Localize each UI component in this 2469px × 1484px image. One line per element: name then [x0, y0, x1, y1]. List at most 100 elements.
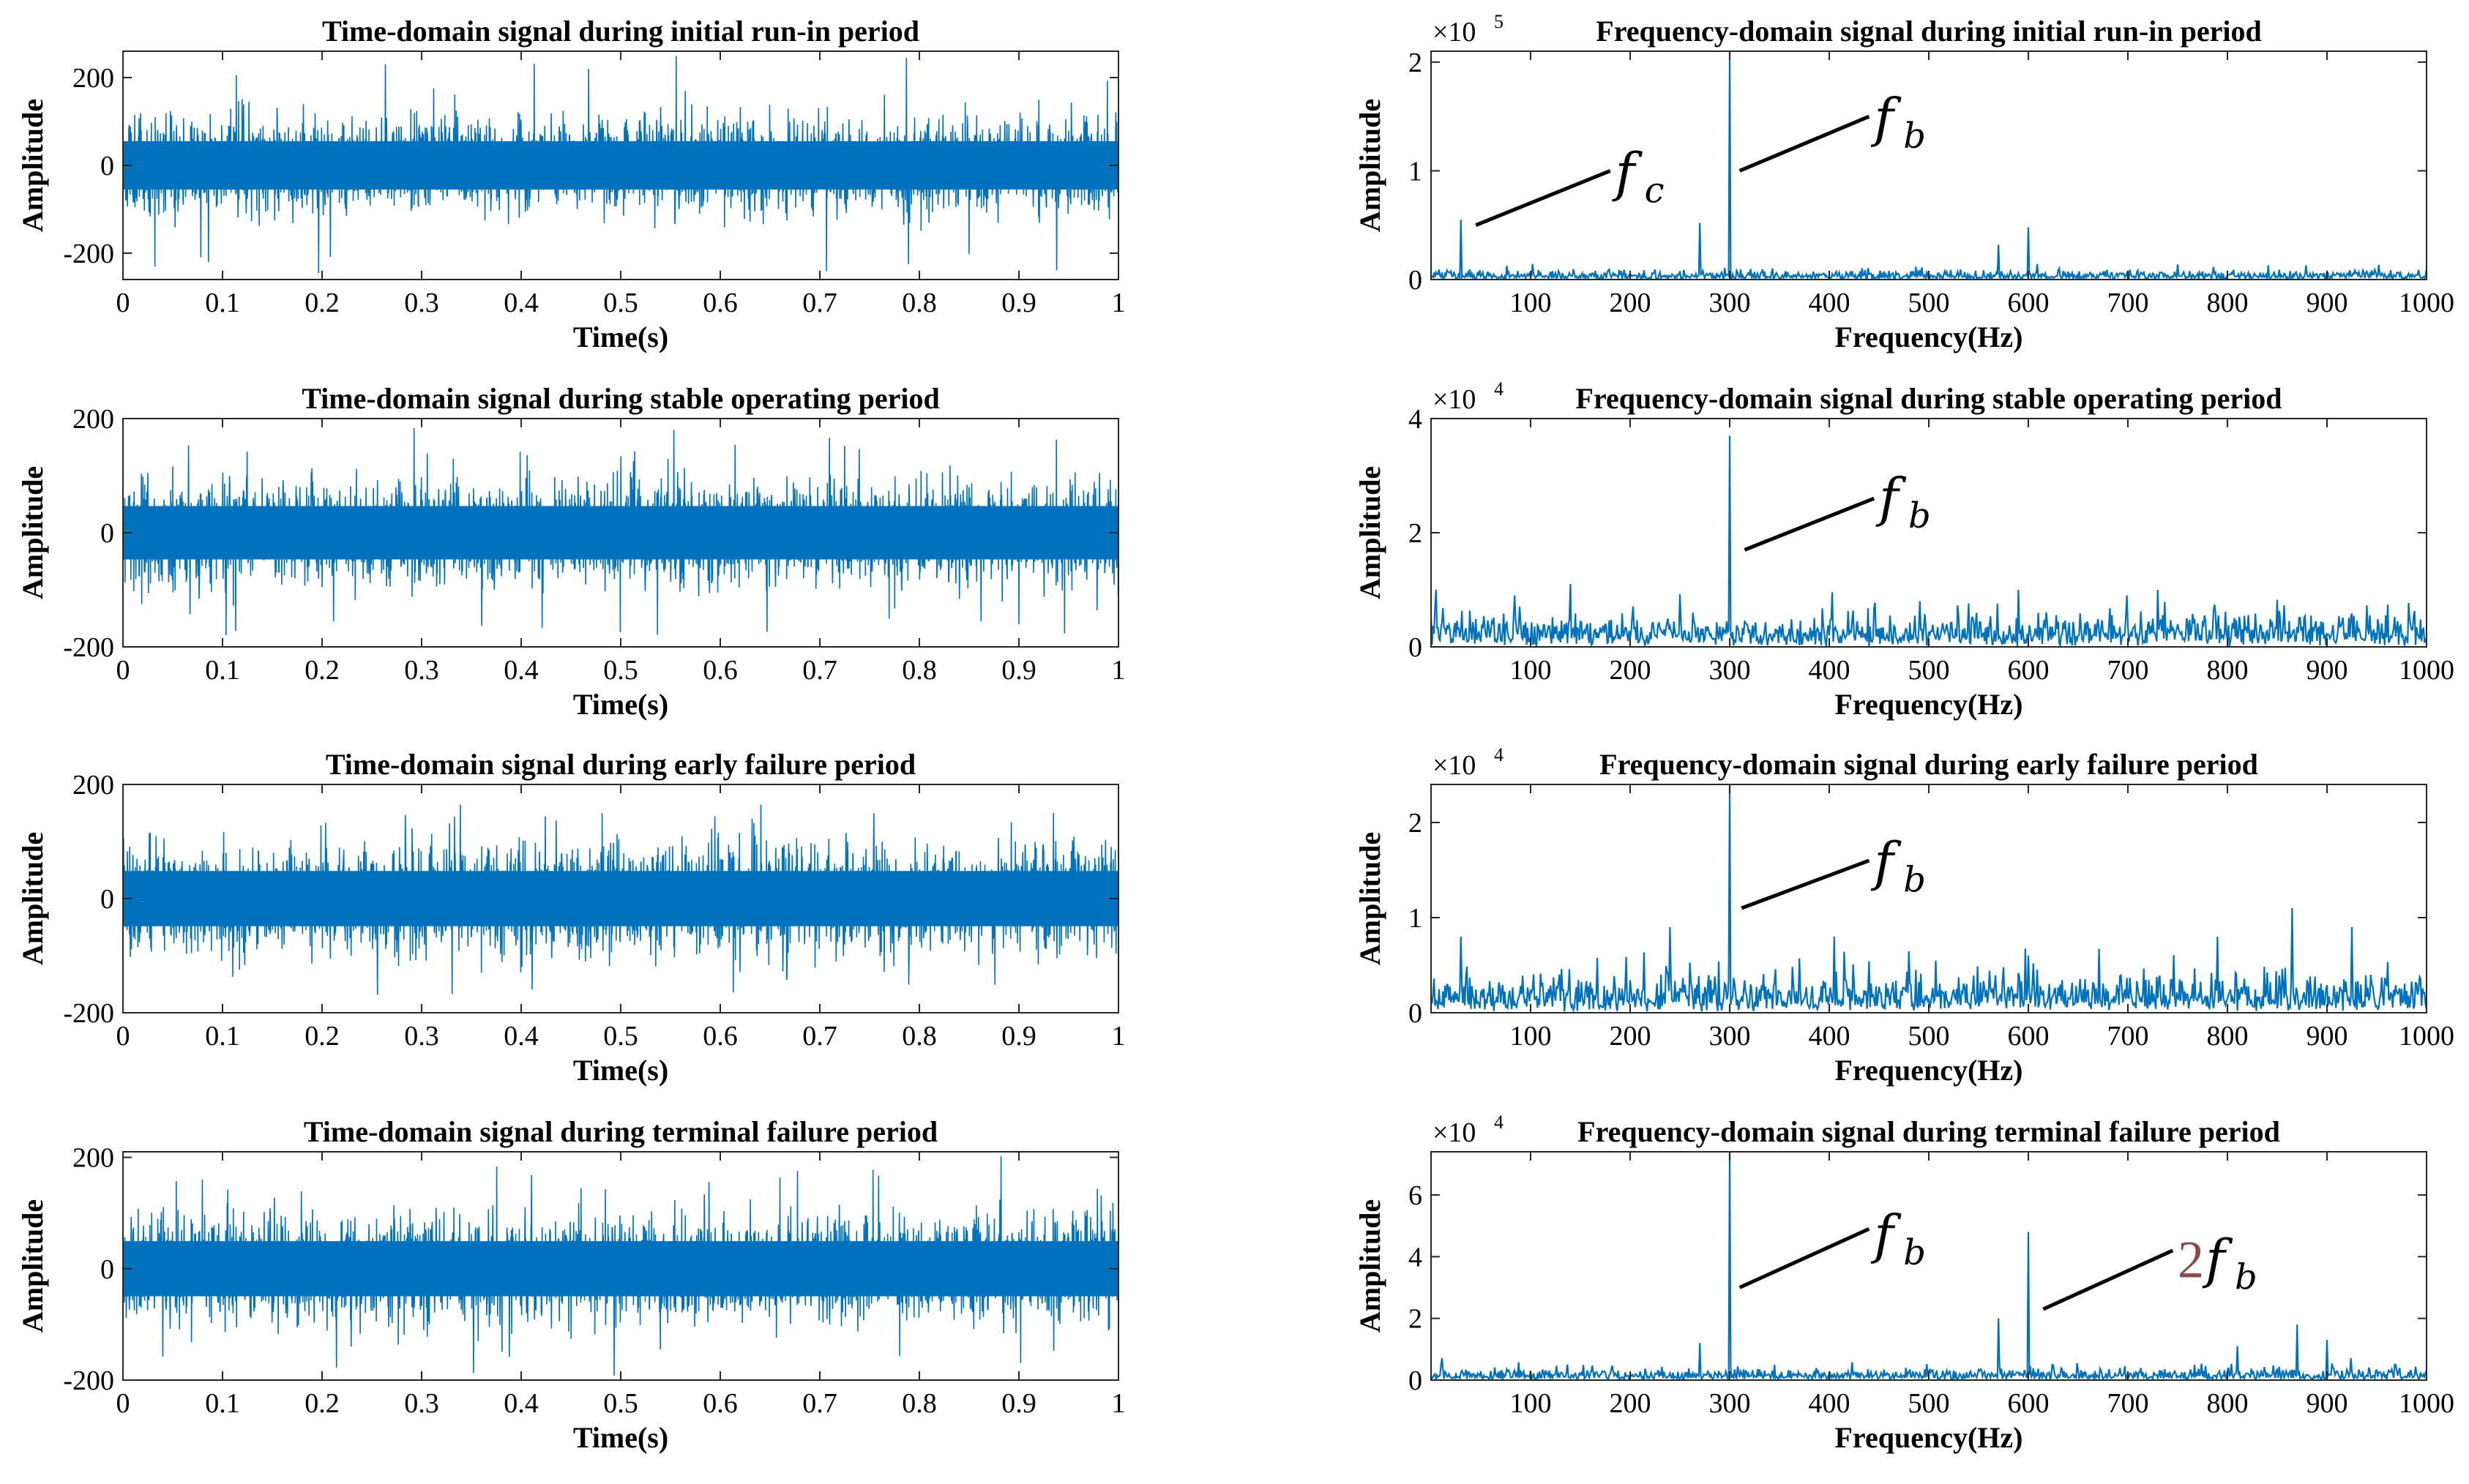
y-tick-label: -200: [63, 998, 114, 1029]
x-tick-label: 400: [1809, 1388, 1850, 1419]
y-multiplier: ×10: [1433, 1117, 1476, 1148]
x-tick-label: 500: [1908, 655, 1950, 686]
x-tick-label: 400: [1809, 288, 1850, 318]
x-tick-label: 0.6: [703, 1388, 738, 1419]
x-tick-label: 200: [1610, 655, 1651, 686]
x-tick-label: 0.2: [305, 1388, 340, 1419]
panel-1: Time-domain signal during initial run-in…: [16, 15, 1126, 353]
annotation-subscript: b: [1903, 116, 1926, 157]
x-axis-label: Time(s): [573, 321, 668, 353]
x-tick-label: 300: [1709, 655, 1751, 686]
annotation-pointer-line: [1741, 858, 1870, 910]
x-tick-label: 800: [2207, 1021, 2249, 1052]
x-tick-label: 1000: [2399, 655, 2454, 686]
x-tick-label: 100: [1510, 288, 1552, 318]
x-tick-label: 0.5: [603, 1388, 638, 1419]
y-tick-label: 0: [1408, 1365, 1422, 1396]
panel-8: Frequency-domain signal during terminal …: [1353, 1112, 2454, 1454]
y-tick-label: 0: [1408, 998, 1422, 1029]
annotation-subscript: b: [1903, 860, 1926, 901]
x-tick-label: 400: [1809, 1021, 1850, 1052]
y-tick-label: 200: [72, 404, 114, 435]
annotation-symbol: f: [2202, 1229, 2233, 1290]
chart-title: Time-domain signal during terminal failu…: [304, 1115, 938, 1148]
annotation-subscript: c: [1645, 170, 1665, 211]
x-tick-label: 200: [1610, 1021, 1651, 1052]
x-tick-label: 0.8: [902, 1388, 937, 1419]
panel-5: Time-domain signal during early failure …: [16, 748, 1126, 1087]
x-tick-label: 0.1: [205, 655, 240, 686]
x-tick-label: 0.4: [504, 1021, 539, 1052]
x-tick-label: 0.7: [802, 1388, 837, 1419]
y-tick-label: 0: [100, 518, 114, 549]
x-tick-label: 700: [2107, 1021, 2149, 1052]
annotation-symbol: f: [1870, 1204, 1902, 1265]
x-tick-label: 0.5: [603, 288, 638, 318]
x-axis-label: Frequency(Hz): [1835, 321, 2023, 353]
x-tick-label: 800: [2207, 655, 2249, 686]
annotation-pointer-line: [1738, 114, 1870, 173]
x-tick-label: 0.8: [902, 1021, 937, 1052]
x-axis-label: Time(s): [573, 688, 668, 721]
annotation-pointer-line: [1744, 496, 1875, 552]
x-tick-label: 0.2: [305, 1021, 340, 1052]
y-tick-label: -200: [63, 1365, 114, 1396]
x-tick-label: 0.9: [1001, 1388, 1036, 1419]
x-tick-label: 200: [1610, 1388, 1651, 1419]
x-tick-label: 100: [1510, 655, 1552, 686]
x-tick-label: 0.3: [404, 655, 439, 686]
x-tick-label: 0.6: [703, 1021, 738, 1052]
x-tick-label: 1: [1112, 1388, 1126, 1419]
y-tick-label: 2: [1408, 518, 1422, 549]
y-multiplier-exponent: 4: [1494, 744, 1504, 765]
annotation-symbol: f: [1612, 141, 1643, 203]
y-multiplier-exponent: 4: [1494, 378, 1504, 400]
y-tick-label: 200: [72, 1143, 114, 1174]
x-tick-label: 0.3: [404, 1021, 439, 1052]
annotation-prefix: 2: [2178, 1231, 2204, 1289]
chart-title: Frequency-domain signal during stable op…: [1576, 382, 2282, 415]
x-tick-label: 900: [2306, 1388, 2348, 1419]
x-tick-label: 1: [1112, 1021, 1126, 1052]
chart-title: Time-domain signal during stable operati…: [302, 382, 940, 415]
x-tick-label: 1: [1112, 655, 1126, 686]
y-multiplier: ×10: [1433, 750, 1476, 781]
y-tick-label: 4: [1408, 404, 1422, 435]
x-tick-label: 600: [2008, 655, 2050, 686]
x-axis-label: Frequency(Hz): [1835, 1054, 2023, 1087]
x-tick-label: 0: [116, 1388, 130, 1419]
x-tick-label: 300: [1709, 1021, 1751, 1052]
x-tick-label: 100: [1510, 1388, 1552, 1419]
chart-title: Frequency-domain signal during early fai…: [1599, 748, 2258, 781]
annotation-subscript: b: [1903, 1232, 1926, 1273]
x-tick-label: 0.7: [802, 655, 837, 686]
y-axis-label: Amplitude: [16, 99, 49, 232]
x-tick-label: 0: [116, 1021, 130, 1052]
x-tick-label: 0.4: [504, 288, 539, 318]
x-tick-label: 0.8: [902, 288, 937, 318]
x-tick-label: 700: [2107, 288, 2149, 318]
x-tick-label: 0.2: [305, 655, 340, 686]
x-tick-label: 900: [2306, 288, 2348, 318]
annotation-symbol: f: [1870, 87, 1902, 149]
y-axis-label: Amplitude: [1353, 832, 1386, 965]
y-tick-label: -200: [63, 632, 114, 663]
y-axis-label: Amplitude: [16, 832, 49, 965]
y-axis-label: Amplitude: [16, 466, 49, 599]
panel-7: Time-domain signal during terminal failu…: [16, 1115, 1126, 1454]
x-tick-label: 900: [2306, 655, 2348, 686]
y-tick-label: 1: [1408, 156, 1422, 187]
x-tick-label: 300: [1709, 288, 1751, 318]
y-tick-label: 2: [1408, 808, 1422, 839]
chart-title: Frequency-domain signal during initial r…: [1596, 15, 2261, 48]
x-tick-label: 0.1: [205, 288, 240, 318]
y-tick-label: 200: [72, 63, 114, 94]
x-tick-label: 1000: [2399, 1021, 2454, 1052]
spectrum-line: [1431, 784, 2427, 1013]
panel-4: Frequency-domain signal during stable op…: [1353, 378, 2454, 721]
